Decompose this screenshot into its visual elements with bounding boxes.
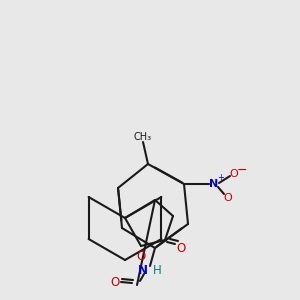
Text: O: O [176, 242, 186, 254]
Text: −: − [237, 164, 247, 176]
Text: H: H [153, 263, 162, 277]
Text: CH₃: CH₃ [134, 132, 152, 142]
Text: N: N [138, 263, 148, 277]
Text: O: O [230, 169, 238, 179]
Text: O: O [110, 275, 120, 289]
Text: +: + [218, 173, 224, 182]
Text: O: O [224, 193, 232, 203]
Text: N: N [209, 179, 219, 189]
Text: O: O [136, 250, 146, 263]
